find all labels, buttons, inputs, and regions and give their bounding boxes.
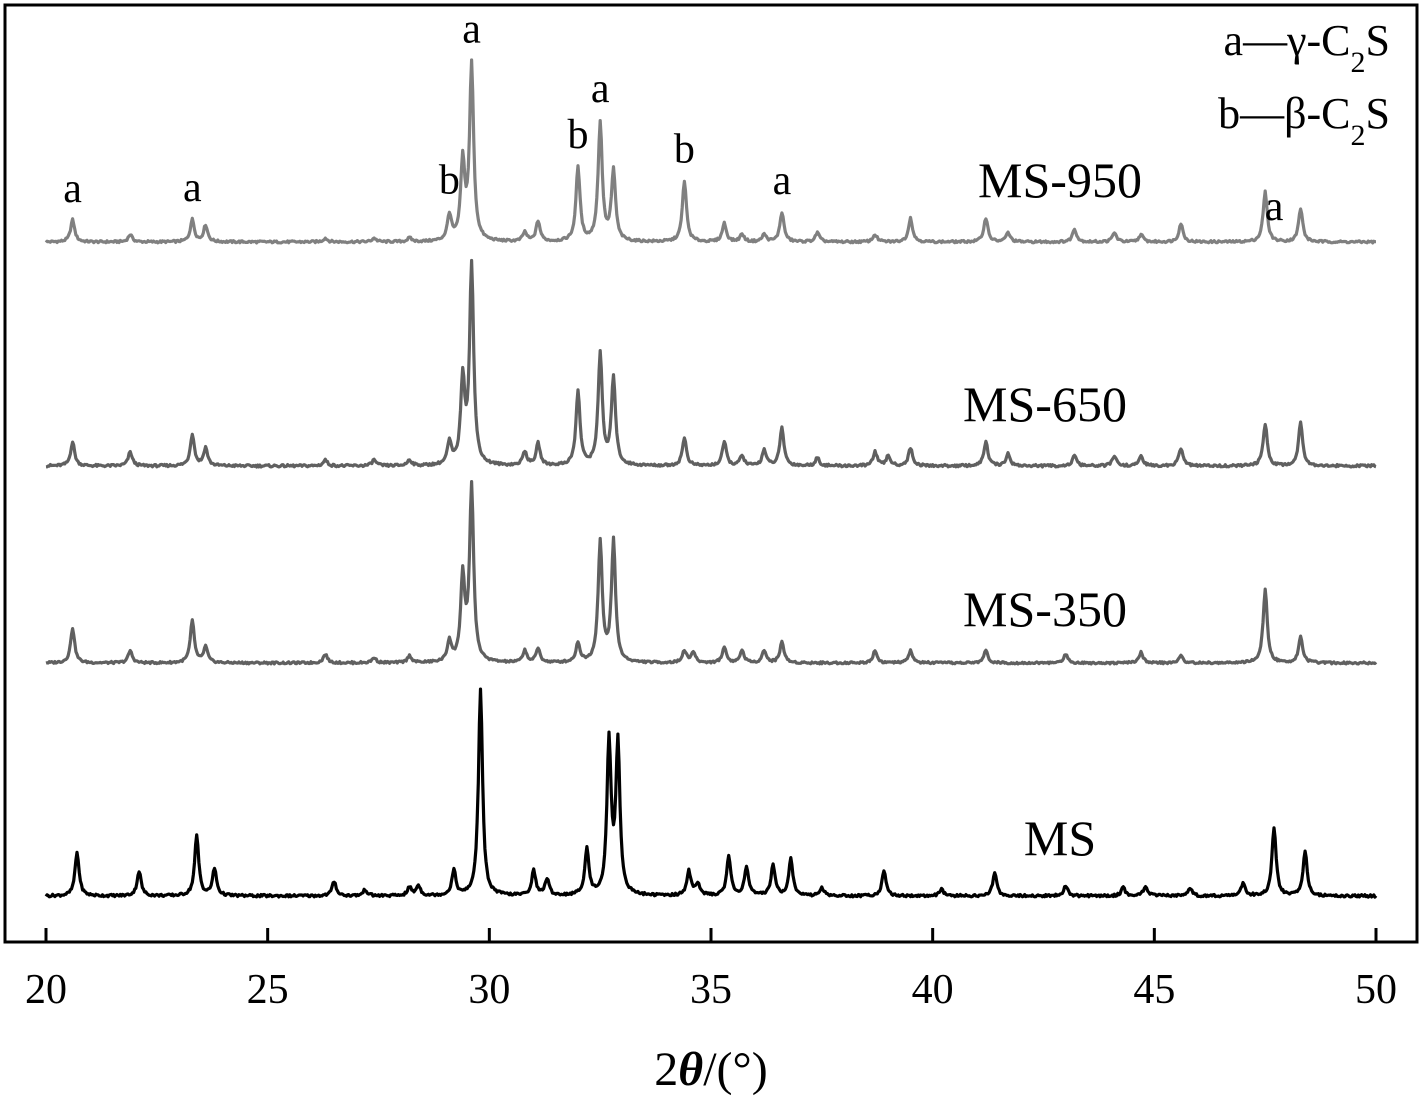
- series-label-ms-950: MS-950: [978, 152, 1142, 208]
- series-line-ms-950: [44, 58, 1377, 245]
- series-labels: MS-950 MS-650 MS-350 MS: [963, 152, 1142, 866]
- x-tick-label-25: 25: [247, 967, 289, 1013]
- peak-label-a-0: a: [63, 166, 82, 212]
- peak-label-b-4: b: [568, 112, 589, 158]
- peak-label-b-2: b: [439, 157, 460, 203]
- x-axis: 20 25 30 35 40 45 50: [25, 928, 1397, 1013]
- x-tick-label-35: 35: [690, 967, 732, 1013]
- peak-label-b-6: b: [674, 127, 695, 173]
- x-tick-label-20: 20: [25, 967, 67, 1013]
- x-tick-label-30: 30: [468, 967, 510, 1013]
- legend-entry-a: a—γ-C2S: [1224, 16, 1390, 79]
- legend: a—γ-C2S b—β-C2S: [1218, 16, 1390, 152]
- series-line-ms-350: [45, 480, 1378, 666]
- legend-entry-b: b—β-C2S: [1218, 89, 1390, 152]
- peak-label-a-3: a: [462, 6, 481, 52]
- x-tick-label-50: 50: [1355, 967, 1397, 1013]
- x-tick-label-40: 40: [912, 967, 954, 1013]
- series-curves: [44, 58, 1378, 899]
- series-label-ms-650: MS-650: [963, 376, 1127, 432]
- series-line-ms-650: [45, 258, 1377, 469]
- x-tick-label-45: 45: [1133, 967, 1175, 1013]
- x-axis-label: 2θ/(°): [654, 1043, 767, 1096]
- series-label-ms-350: MS-350: [963, 581, 1127, 637]
- peak-label-a-7: a: [773, 158, 792, 204]
- peak-label-a-5: a: [591, 66, 610, 112]
- peak-label-a-8: a: [1265, 184, 1284, 230]
- series-label-ms: MS: [1024, 810, 1096, 866]
- series-line-ms: [44, 687, 1378, 899]
- peak-label-a-1: a: [183, 165, 202, 211]
- plot-frame: [3, 3, 1419, 944]
